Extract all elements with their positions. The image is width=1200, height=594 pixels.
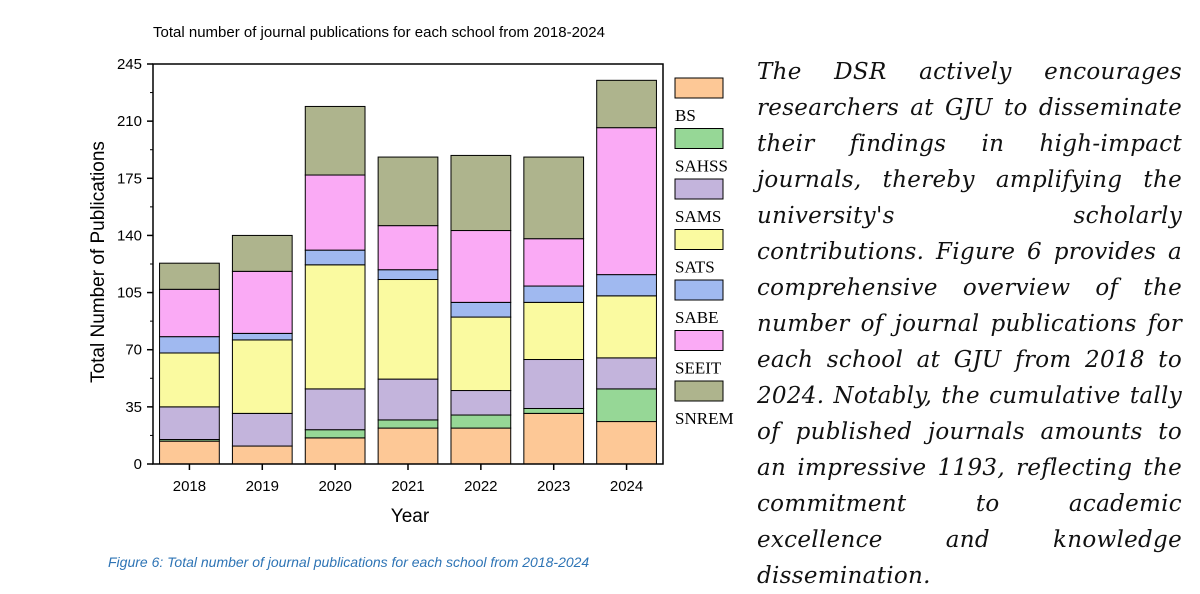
bar-segment-2018-sams: [159, 406, 220, 441]
bar-segment-2023-sahss: [523, 407, 585, 414]
bar-segment-2022-seeit: [450, 230, 512, 303]
bar-segment-2021-sahss: [377, 419, 439, 429]
bar-segment-2023-sabe: [523, 285, 585, 303]
x-tick-label: 2023: [537, 478, 570, 495]
legend-swatch-snrem: [674, 380, 724, 402]
bar-segment-2021-sams: [377, 378, 439, 421]
stacked-bar-chart: Total number of journal publications for…: [88, 24, 734, 527]
bar-segment-2018-sats: [159, 352, 220, 408]
legend-label-sats: SATS: [675, 258, 715, 277]
bar-segment-2024-sams: [596, 357, 657, 390]
bar-segment-2023-snrem: [523, 156, 585, 240]
bar-segment-2024-seeit: [596, 127, 657, 276]
bar-segment-2024-sabe: [596, 274, 657, 297]
y-tick-label: 175: [117, 170, 142, 187]
bar-segment-2021-snrem: [377, 156, 439, 227]
bar-segment-2022-bs: [450, 427, 512, 465]
x-tick-label: 2022: [464, 478, 497, 495]
legend-label-sahss: SAHSS: [675, 157, 728, 176]
figure-caption: Figure 6: Total number of journal public…: [108, 554, 590, 570]
y-tick-label: 0: [134, 456, 142, 473]
bar-segment-2022-sats: [450, 316, 512, 392]
chart-title: Total number of journal publications for…: [153, 24, 605, 41]
body-paragraph: The DSR actively encourages researchers …: [757, 59, 1182, 589]
x-tick-label: 2021: [391, 478, 424, 495]
bar-segment-2023-sams: [523, 359, 585, 409]
bar-segment-2022-snrem: [450, 154, 512, 232]
bar-segment-2024-sahss: [596, 388, 657, 423]
y-tick-label: 245: [117, 56, 142, 73]
bar-segment-2021-sabe: [377, 269, 439, 281]
y-tick-label: 140: [117, 227, 142, 244]
legend-swatch-bs: [674, 77, 724, 99]
bar-segment-2019-bs: [231, 445, 293, 465]
bar-segment-2018-sabe: [159, 336, 220, 354]
legend-swatch-sats: [674, 229, 724, 250]
bar-segment-2020-bs: [304, 437, 366, 465]
bar-segment-2021-bs: [377, 427, 439, 465]
bar-segment-2020-sahss: [304, 429, 366, 439]
y-tick-label: 70: [125, 342, 142, 359]
bar-segment-2024-bs: [596, 421, 657, 465]
bar-segment-2020-seeit: [304, 174, 366, 251]
bar-segment-2020-sats: [304, 264, 366, 390]
bar-segment-2024-snrem: [596, 79, 657, 129]
y-tick-label: 35: [125, 399, 142, 416]
bar-segment-2019-sams: [231, 412, 293, 447]
legend-swatch-sabe: [674, 279, 724, 301]
bar-segment-2018-seeit: [159, 288, 220, 338]
bar-segment-2023-seeit: [523, 238, 585, 287]
legend-swatch-sams: [674, 178, 724, 200]
bar-segment-2020-snrem: [304, 105, 366, 176]
legend-label-snrem: SNREM: [675, 409, 734, 428]
bar-segment-2022-sabe: [450, 301, 512, 318]
x-tick-label: 2019: [246, 478, 279, 495]
x-tick-label: 2024: [610, 478, 643, 495]
bar-segment-2021-sats: [377, 279, 439, 380]
legend-swatch-sahss: [674, 128, 724, 149]
y-tick-label: 105: [117, 285, 142, 302]
legend: BS SAHSS SAMS SATS SABE SEEIT SNREM: [674, 77, 734, 428]
bar-segment-2023-sats: [523, 301, 585, 361]
bar-segment-2018-bs: [159, 440, 220, 465]
bar-segment-2020-sabe: [304, 249, 366, 266]
bar-segment-2023-bs: [523, 412, 585, 465]
legend-label-bs: BS: [675, 106, 696, 125]
bar-segment-2022-sams: [450, 390, 512, 416]
bar-segment-2019-sats: [231, 339, 293, 414]
y-axis-title: Total Number of Publications: [88, 141, 109, 383]
bar-segment-2020-sams: [304, 388, 366, 431]
bar-segment-2019-sabe: [231, 332, 293, 341]
legend-label-sams: SAMS: [675, 207, 721, 226]
y-tick-label: 210: [117, 113, 142, 130]
axes-group: 0 35 70 105 140 175 210 245 2018 2019 2020 2021 2022…: [117, 56, 664, 495]
legend-label-seeit: SEEIT: [675, 359, 722, 378]
x-tick-label: 2020: [318, 478, 351, 495]
bar-segment-2022-sahss: [450, 414, 512, 429]
bars-group: [159, 79, 657, 465]
bar-segment-2018-snrem: [159, 262, 220, 290]
x-axis-title: Year: [391, 506, 430, 527]
x-tick-label: 2018: [173, 478, 206, 495]
bar-segment-2019-snrem: [231, 234, 293, 272]
legend-swatch-seeit: [674, 330, 724, 351]
bar-segment-2024-sats: [596, 295, 657, 359]
legend-label-sabe: SABE: [675, 308, 718, 327]
bar-segment-2021-seeit: [377, 225, 439, 271]
bar-segment-2019-seeit: [231, 270, 293, 334]
